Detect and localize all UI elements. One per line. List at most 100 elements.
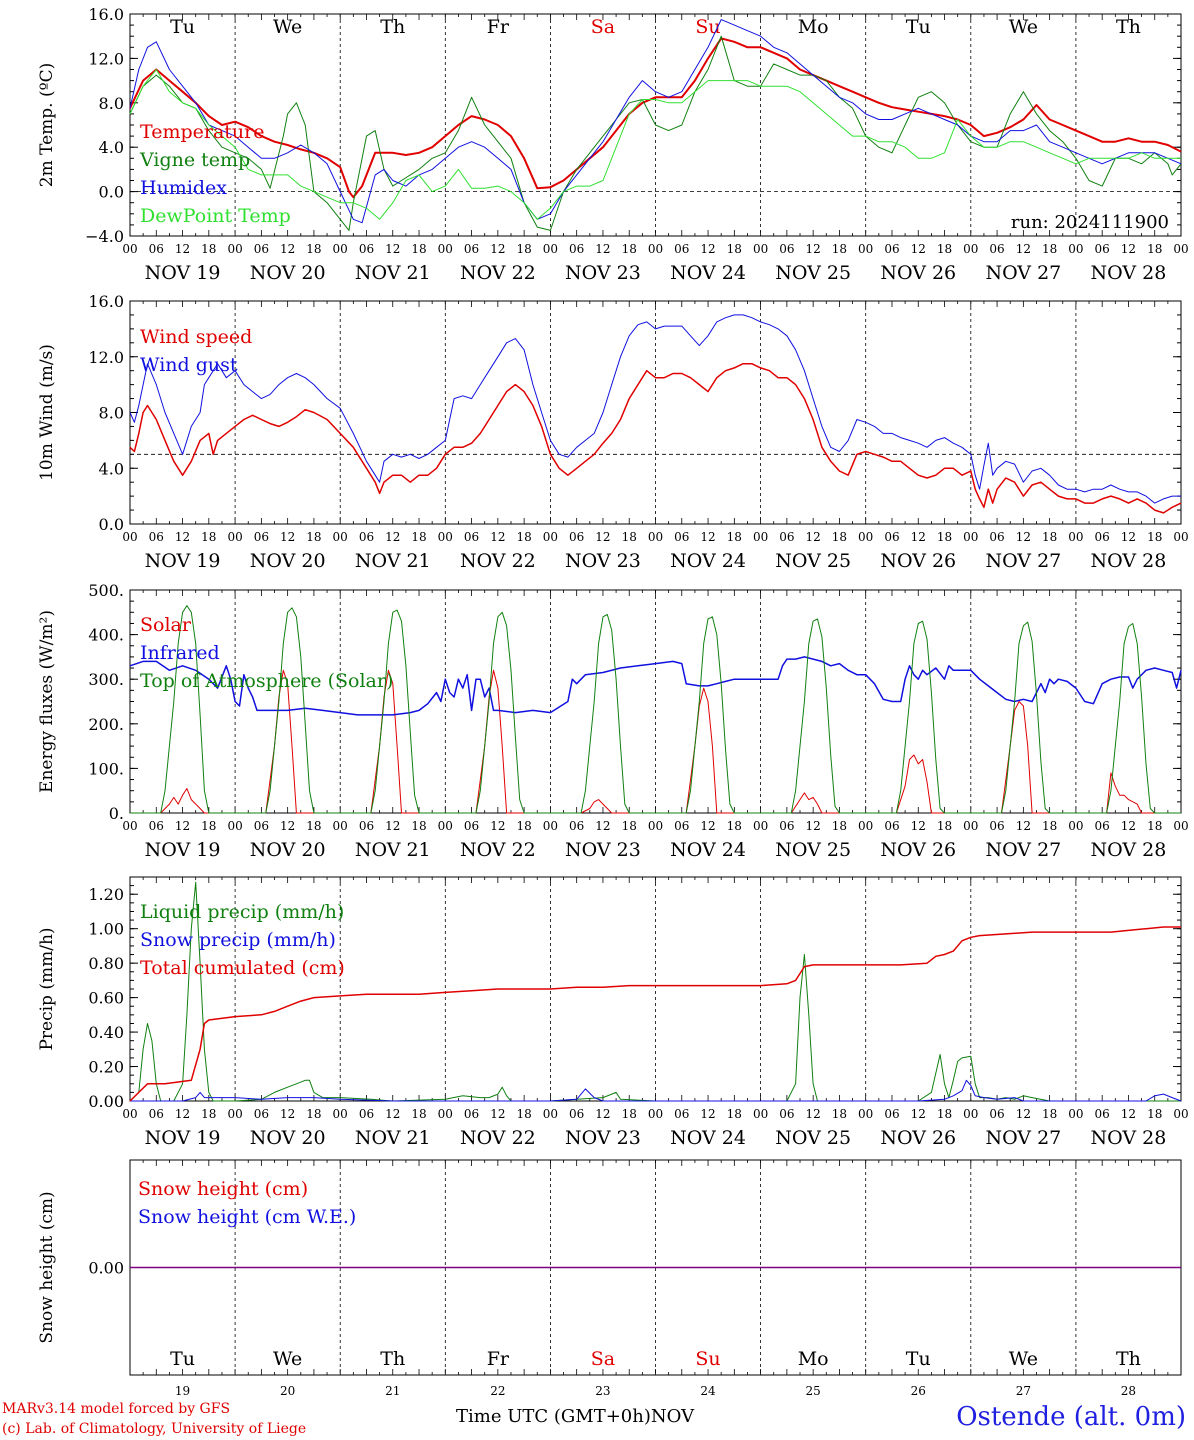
series-line-liquid-precip-mm-h <box>129 881 1181 1102</box>
hour-tick-label: 18 <box>622 1107 637 1121</box>
panel-frame <box>129 589 1182 814</box>
day-number: 21 <box>385 1384 400 1398</box>
date-label: NOV 25 <box>775 262 851 284</box>
hour-tick-label: 18 <box>306 242 321 256</box>
hour-tick-label: 06 <box>1095 819 1110 833</box>
hour-tick-label: 12 <box>806 242 821 256</box>
hour-tick-label: 06 <box>464 242 479 256</box>
hour-tick-label: 06 <box>359 819 374 833</box>
hour-tick-label: 18 <box>516 1107 531 1121</box>
day-name: Fr <box>487 16 510 38</box>
y-tick-label: −4.0 <box>85 227 124 246</box>
hour-tick-label: 00 <box>333 819 348 833</box>
y-tick-label: 12.0 <box>88 348 124 367</box>
hour-tick-label: 06 <box>464 819 479 833</box>
hour-tick-label: 06 <box>149 819 164 833</box>
date-label: NOV 26 <box>880 839 956 861</box>
day-name: We <box>1009 16 1038 38</box>
hour-tick-label: 06 <box>989 530 1004 544</box>
y-tick-label: 4.0 <box>99 459 124 478</box>
y-axis-label: Precip (mm/h) <box>37 927 57 1050</box>
hour-tick-label: 00 <box>227 1107 242 1121</box>
legend-entry: Infrared <box>140 642 220 664</box>
date-label: NOV 20 <box>250 1127 326 1149</box>
hour-tick-label: 00 <box>543 242 558 256</box>
hour-tick-label: 12 <box>806 530 821 544</box>
hour-tick-label: 06 <box>149 530 164 544</box>
hour-tick-label: 06 <box>779 1107 794 1121</box>
y-tick-label: 16.0 <box>88 5 124 24</box>
hour-tick-label: 00 <box>333 242 348 256</box>
hour-tick-label: 12 <box>1016 242 1031 256</box>
hour-tick-label: 06 <box>989 1107 1004 1121</box>
hour-tick-label: 18 <box>516 819 531 833</box>
series-line-top-of-atmosphere-solar <box>130 605 1181 814</box>
panel-wind: 0.0 4.0 8.0 12.0 16.0 10m Wind (m/s) 00 06 12 18 0… <box>37 292 1189 572</box>
y-tick-label: 0.00 <box>88 1259 124 1278</box>
hour-tick-label: 00 <box>1173 819 1188 833</box>
hour-tick-label: 06 <box>674 242 689 256</box>
y-tick-label: 1.20 <box>88 885 124 904</box>
series-line-wind-speed <box>129 362 1182 514</box>
hour-tick-label: 00 <box>438 819 453 833</box>
hour-tick-label: 18 <box>201 1107 216 1121</box>
y-tick-label: 0. <box>109 804 124 823</box>
series-line-total-cumulated-cm <box>129 926 1181 1102</box>
hour-tick-label: 06 <box>569 1107 584 1121</box>
hour-tick-label: 00 <box>648 242 663 256</box>
hour-tick-label: 00 <box>1173 242 1188 256</box>
y-axis-label: 2m Temp. (ºC) <box>37 63 57 188</box>
hour-tick-label: 12 <box>175 530 190 544</box>
hour-tick-label: 00 <box>333 1107 348 1121</box>
hour-tick-label: 00 <box>543 530 558 544</box>
date-label: NOV 21 <box>355 1127 431 1149</box>
legend-entry: Liquid precip (mm/h) <box>140 901 344 923</box>
hour-tick-label: 12 <box>911 1107 926 1121</box>
day-number: 27 <box>1016 1384 1031 1398</box>
date-label: NOV 24 <box>670 550 746 572</box>
hour-tick-label: 06 <box>884 819 899 833</box>
hour-tick-label: 06 <box>359 242 374 256</box>
hour-tick-label: 00 <box>543 1107 558 1121</box>
day-name: Th <box>1116 1348 1141 1370</box>
hour-tick-label: 00 <box>963 530 978 544</box>
hour-tick-label: 12 <box>490 242 505 256</box>
series-line-wind-gust <box>129 314 1181 504</box>
series-line-vigne-temp <box>129 35 1182 231</box>
hour-tick-label: 00 <box>963 1107 978 1121</box>
y-tick-label: 8.0 <box>99 404 124 423</box>
legend-entry: Vigne temp <box>139 149 250 171</box>
month-label: NOV <box>650 1406 695 1427</box>
y-tick-label: 200. <box>88 715 124 734</box>
panel-energy: 0. 100. 200. 300. 400. 500. Energy fluxes (W/m… <box>37 581 1189 861</box>
y-tick-label: 16.0 <box>88 292 124 311</box>
hour-tick-label: 12 <box>1121 242 1136 256</box>
hour-tick-label: 18 <box>727 1107 742 1121</box>
hour-tick-label: 00 <box>438 1107 453 1121</box>
day-number: 25 <box>806 1384 821 1398</box>
date-label: NOV 21 <box>355 262 431 284</box>
hour-tick-label: 00 <box>648 819 663 833</box>
hour-tick-label: 00 <box>227 819 242 833</box>
hour-tick-label: 12 <box>595 530 610 544</box>
hour-tick-label: 18 <box>201 242 216 256</box>
day-name: We <box>1009 1348 1038 1370</box>
hour-tick-label: 12 <box>280 819 295 833</box>
date-label: NOV 24 <box>670 262 746 284</box>
hour-tick-label: 18 <box>1147 1107 1162 1121</box>
hour-tick-label: 18 <box>622 819 637 833</box>
date-label: NOV 22 <box>460 1127 536 1149</box>
legend-entry: Solar <box>140 614 192 636</box>
date-label: NOV 20 <box>250 262 326 284</box>
day-name: Th <box>1116 16 1141 38</box>
hour-tick-label: 00 <box>122 530 137 544</box>
hour-tick-label: 18 <box>1147 242 1162 256</box>
run-label: run: 2024111900 <box>1011 212 1169 233</box>
hour-tick-label: 18 <box>832 242 847 256</box>
date-label: NOV 28 <box>1091 1127 1167 1149</box>
hour-tick-label: 18 <box>1042 1107 1057 1121</box>
hour-tick-label: 00 <box>753 819 768 833</box>
hour-tick-label: 00 <box>122 242 137 256</box>
hour-tick-label: 12 <box>595 1107 610 1121</box>
hour-tick-label: 06 <box>254 1107 269 1121</box>
